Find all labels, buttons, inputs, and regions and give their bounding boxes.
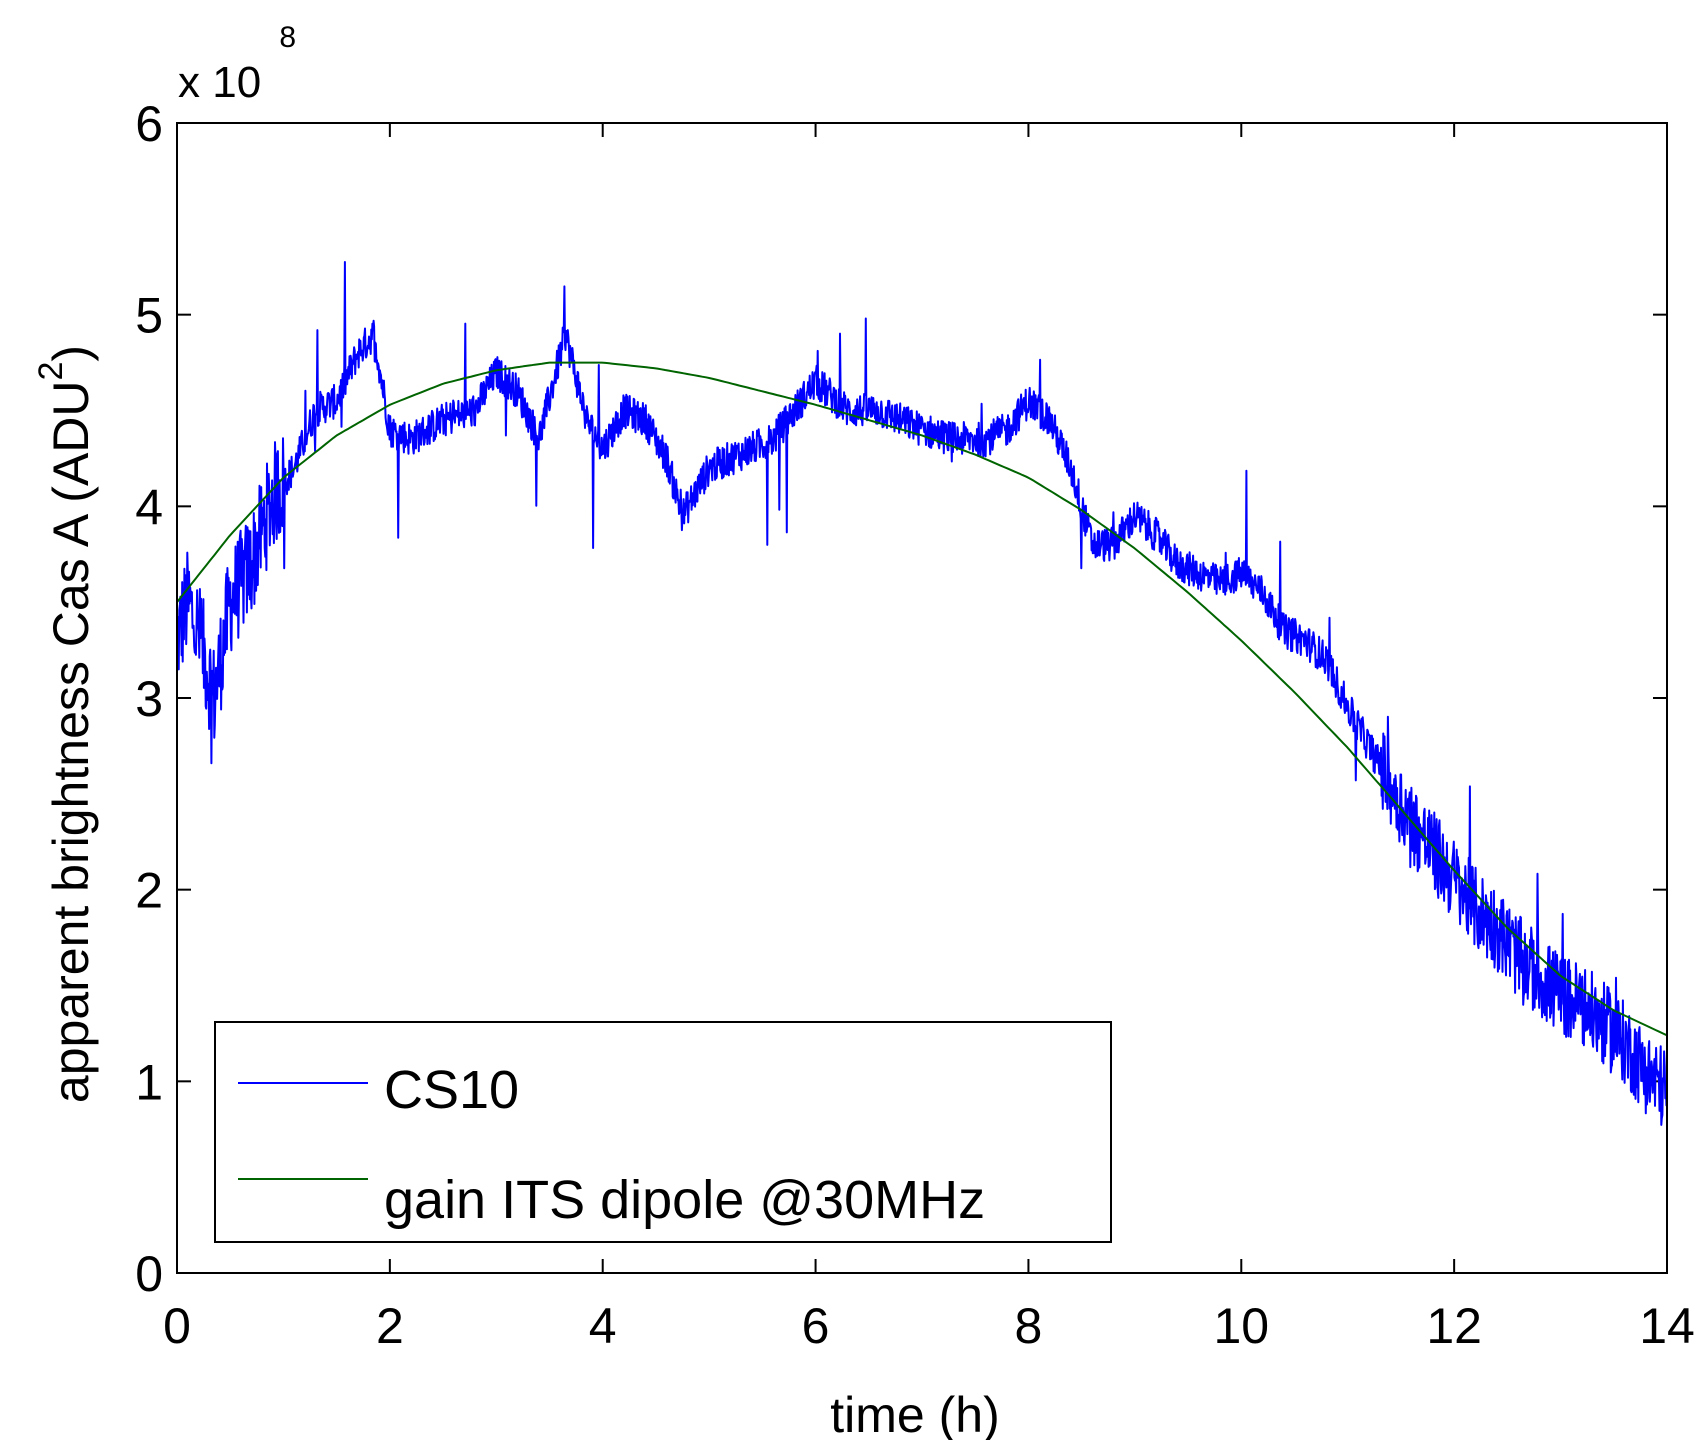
x-tick-label: 2 (376, 1298, 404, 1354)
x-tick-label: 12 (1426, 1298, 1482, 1354)
x-tick-label: 4 (589, 1298, 617, 1354)
x-tick-label: 0 (163, 1298, 191, 1354)
x-tick-label: 8 (1015, 1298, 1043, 1354)
x-axis-label: time (h) (830, 1387, 999, 1440)
y-tick-label: 5 (135, 288, 163, 344)
y-tick-label: 2 (135, 863, 163, 919)
y-tick-label: 3 (135, 671, 163, 727)
x-tick-label: 6 (802, 1298, 830, 1354)
y-multiplier-base: x 10 (178, 58, 261, 107)
y-axis-label: apparent brightness Cas A (ADU2) (32, 345, 99, 1103)
y-multiplier-label: x 10 8 (178, 21, 296, 107)
y-tick-label: 0 (135, 1246, 163, 1302)
legend-label-cs10: CS10 (384, 1060, 519, 1120)
y-tick-label: 6 (135, 96, 163, 152)
legend-label-gain: gain ITS dipole @30MHz (384, 1170, 985, 1230)
x-tick-label: 10 (1213, 1298, 1269, 1354)
y-axis-label-main: apparent brightness Cas A (ADU (43, 380, 99, 1103)
series-line-cs10 (176, 261, 1668, 1126)
y-tick-label: 1 (135, 1054, 163, 1110)
y-axis-label-sup: 2 (32, 362, 70, 381)
series-line-gain (176, 361, 1668, 1037)
x-tick-label: 14 (1639, 1298, 1695, 1354)
series-layer (176, 261, 1668, 1126)
y-axis-label-close: ) (43, 345, 99, 362)
y-multiplier-exponent: 8 (279, 21, 296, 54)
legend-box (214, 1021, 1112, 1243)
plot-frame (176, 122, 1668, 1274)
legend: CS10 gain ITS dipole @30MHz (214, 1021, 1112, 1243)
y-tick-label: 4 (135, 479, 163, 535)
